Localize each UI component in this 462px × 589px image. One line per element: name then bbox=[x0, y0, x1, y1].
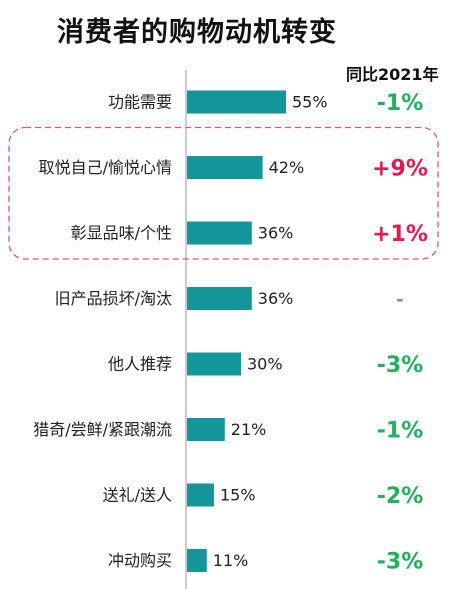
data-label: 30% bbox=[247, 355, 283, 374]
bar bbox=[187, 352, 241, 376]
data-label: 21% bbox=[231, 420, 267, 439]
highlight-box bbox=[8, 126, 439, 260]
bar bbox=[187, 287, 252, 310]
yoy-change: +9% bbox=[372, 157, 428, 182]
yoy-change: -3% bbox=[377, 550, 423, 575]
yoy-change: -1% bbox=[377, 419, 423, 444]
bar bbox=[187, 90, 286, 114]
bar bbox=[187, 549, 207, 572]
yoy-change: +1% bbox=[372, 222, 428, 247]
chart-title: 消费者的购物动机转变 bbox=[57, 17, 337, 48]
category-label: 送礼/送人 bbox=[103, 486, 172, 505]
bar bbox=[187, 221, 252, 245]
category-label: 旧产品损坏/淘汰 bbox=[55, 289, 172, 308]
yoy-change: -1% bbox=[377, 91, 423, 116]
category-label: 他人推荐 bbox=[108, 355, 172, 374]
data-label: 11% bbox=[213, 551, 249, 570]
bar bbox=[187, 418, 225, 441]
data-label: 36% bbox=[258, 289, 294, 308]
category-label: 彰显品味/个性 bbox=[71, 224, 172, 243]
yoy-change: - bbox=[396, 290, 403, 311]
data-label: 55% bbox=[292, 93, 328, 112]
yoy-column-header: 同比2021年 bbox=[346, 65, 439, 84]
category-label: 冲动购买 bbox=[108, 551, 172, 570]
bar bbox=[187, 156, 263, 179]
category-label: 功能需要 bbox=[108, 93, 172, 112]
data-label: 42% bbox=[269, 158, 305, 177]
bar bbox=[187, 483, 214, 507]
data-label: 15% bbox=[220, 486, 256, 505]
category-label: 取悦自己/愉悦心情 bbox=[39, 158, 172, 177]
yoy-change: -2% bbox=[377, 484, 423, 509]
data-label: 36% bbox=[258, 224, 294, 243]
category-label: 猎奇/尝鲜/紧跟潮流 bbox=[33, 420, 172, 439]
yoy-change: -3% bbox=[377, 353, 423, 378]
